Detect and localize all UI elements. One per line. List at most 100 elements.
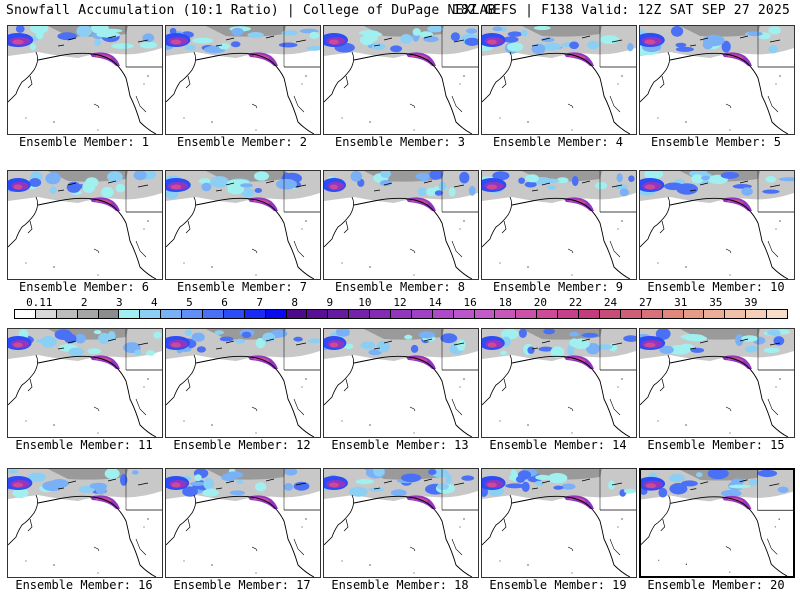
ensemble-member-label: Ensemble Member: 2 <box>176 135 308 149</box>
ensemble-member-label: Ensemble Member: 7 <box>176 280 308 294</box>
legend-swatch <box>391 310 412 318</box>
legend-swatch <box>77 310 99 318</box>
snowfall-map-graphic <box>641 470 793 576</box>
legend-swatch <box>704 310 726 318</box>
legend-swatch <box>223 310 245 318</box>
legend-swatch <box>35 310 57 318</box>
ensemble-member-label: Ensemble Member: 4 <box>492 135 624 149</box>
snowfall-map-graphic <box>482 171 636 279</box>
legend-swatch <box>495 310 517 318</box>
legend-tick-label: 22 <box>568 296 583 309</box>
legend-tick-label: 9 <box>326 296 334 309</box>
legend-tick-label: 12 <box>393 296 407 309</box>
snowfall-map-graphic <box>324 26 478 134</box>
ensemble-member-map[interactable] <box>481 170 637 280</box>
snowfall-map-graphic <box>324 171 478 279</box>
ensemble-member-map[interactable] <box>323 468 479 578</box>
ensemble-member-map[interactable] <box>323 328 479 438</box>
snowfall-map-graphic <box>8 469 162 577</box>
ensemble-member-map[interactable] <box>7 25 163 135</box>
legend-swatch <box>370 310 392 318</box>
snowfall-map-graphic <box>640 329 794 437</box>
ensemble-member-label: Ensemble Member: 17 <box>173 578 311 592</box>
legend-swatch <box>56 310 78 318</box>
legend-tick-label: 0.1 <box>26 296 46 309</box>
legend-swatch <box>15 310 36 318</box>
snowfall-map-graphic <box>166 469 320 577</box>
legend-swatch <box>537 310 559 318</box>
legend-tick-label: 39 <box>744 296 758 309</box>
ensemble-member-label: Ensemble Member: 12 <box>173 438 311 452</box>
legend-swatch <box>98 310 120 318</box>
legend-tick-label: 20 <box>533 296 547 309</box>
legend-swatch <box>244 310 266 318</box>
snowfall-map-graphic <box>8 329 162 437</box>
legend-swatch <box>411 310 433 318</box>
legend-swatch <box>203 310 224 318</box>
legend-tick-label: 4 <box>151 296 158 309</box>
legend-swatch <box>349 310 371 318</box>
ensemble-member-map[interactable] <box>165 25 321 135</box>
legend-swatch <box>662 310 684 318</box>
ensemble-member-label: Ensemble Member: 20 <box>647 578 785 592</box>
legend-swatch <box>474 310 496 318</box>
ensemble-member-map[interactable] <box>639 25 795 135</box>
snowfall-map-graphic <box>8 171 162 279</box>
legend-tick-label: 24 <box>603 296 618 309</box>
snowfall-map-graphic <box>8 26 162 134</box>
legend-tick-label: 14 <box>428 296 442 309</box>
legend-swatch <box>579 310 600 318</box>
legend-swatch <box>286 310 308 318</box>
legend-tick-label: 6 <box>221 296 228 309</box>
legend-swatch <box>307 310 329 318</box>
ensemble-member-label: Ensemble Member: 18 <box>331 578 469 592</box>
legend-swatch <box>140 310 162 318</box>
ensemble-member-map[interactable] <box>7 170 163 280</box>
ensemble-member-map[interactable] <box>639 468 795 578</box>
legend-swatch <box>265 310 287 318</box>
legend-tick-label: 10 <box>358 296 372 309</box>
legend-tick-label: 3 <box>115 296 123 309</box>
ensemble-member-map[interactable] <box>639 328 795 438</box>
snowfall-map-graphic <box>640 26 794 134</box>
legend-swatch <box>620 310 642 318</box>
snowfall-map-graphic <box>482 469 636 577</box>
ensemble-member-label: Ensemble Member: 8 <box>334 280 466 294</box>
legend-tick-label: 27 <box>639 296 653 309</box>
legend-tick-label: 35 <box>709 296 723 309</box>
ensemble-member-map[interactable] <box>323 170 479 280</box>
ensemble-member-label: Ensemble Member: 11 <box>15 438 153 452</box>
ensemble-member-map[interactable] <box>481 25 637 135</box>
ensemble-member-label: Ensemble Member: 10 <box>647 280 785 294</box>
legend-tick-label: 8 <box>291 296 299 309</box>
legend-swatch <box>119 310 141 318</box>
legend-swatch <box>641 310 663 318</box>
ensemble-member-map[interactable] <box>165 170 321 280</box>
legend-swatch <box>683 310 705 318</box>
legend-swatch <box>432 310 454 318</box>
legend-tick-label: 2 <box>80 296 88 309</box>
legend-swatch <box>516 310 538 318</box>
snowfall-color-legend <box>14 309 788 319</box>
ensemble-member-label: Ensemble Member: 14 <box>489 438 627 452</box>
run-valid-time: 18Z GEFS | F138 Valid: 12Z SAT SEP 27 20… <box>452 3 790 18</box>
ensemble-member-map[interactable] <box>481 328 637 438</box>
ensemble-member-label: Ensemble Member: 9 <box>492 280 624 294</box>
snowfall-map-graphic <box>166 26 320 134</box>
ensemble-member-label: Ensemble Member: 1 <box>18 135 150 149</box>
snowfall-map-graphic <box>640 171 794 279</box>
legend-swatch <box>328 310 350 318</box>
ensemble-member-map[interactable] <box>481 468 637 578</box>
legend-swatch <box>558 310 580 318</box>
ensemble-member-label: Ensemble Member: 6 <box>18 280 150 294</box>
legend-tick-label: 16 <box>463 296 477 309</box>
ensemble-member-map[interactable] <box>639 170 795 280</box>
ensemble-member-map[interactable] <box>7 468 163 578</box>
ensemble-member-map[interactable] <box>323 25 479 135</box>
legend-swatch <box>746 310 768 318</box>
legend-swatch <box>182 310 204 318</box>
ensemble-member-map[interactable] <box>165 468 321 578</box>
ensemble-member-map[interactable] <box>165 328 321 438</box>
legend-tick-label: 18 <box>498 296 512 309</box>
ensemble-member-map[interactable] <box>7 328 163 438</box>
